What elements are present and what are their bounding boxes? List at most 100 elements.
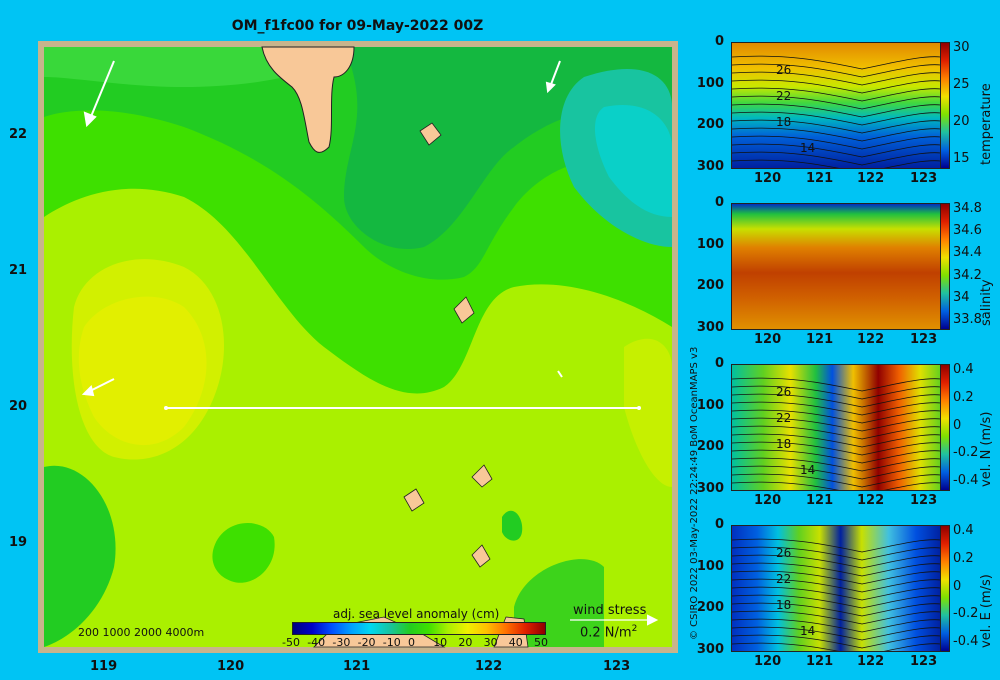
colorbar-title: adj. sea level anomaly (cm): [333, 607, 500, 621]
panel-y-tick: 100: [696, 558, 724, 574]
panel-y-tick: 100: [696, 236, 724, 252]
contour-label: 26: [776, 385, 792, 399]
contour-line: [732, 409, 941, 424]
colorbar-tick-label: 30: [483, 636, 498, 649]
panel-y-tick: 300: [696, 320, 724, 335]
depth-legend: 200 1000 2000 4000m: [78, 626, 205, 639]
panel-y-tick: 300: [696, 159, 724, 174]
contour-line: [732, 401, 941, 416]
panel-x-tick: 122: [857, 654, 885, 669]
contour-label: 26: [776, 63, 792, 77]
contour-line: [732, 95, 941, 110]
colorbar-tick-label: 10: [433, 636, 448, 649]
wind-stress-label: wind stress: [573, 603, 647, 618]
lat-tick-label: 22: [9, 127, 28, 142]
panel-cb-tick: 33.8: [953, 312, 982, 327]
colorbar-tick-label: -40: [307, 636, 326, 649]
map-fields: [44, 46, 672, 648]
panel-cb-tick: -0.2: [953, 445, 979, 461]
contour-line: [732, 79, 941, 94]
panel-y-tick: 200: [696, 278, 724, 294]
contour-lines: [732, 377, 941, 490]
colorbar-tick-label: 0: [408, 636, 415, 649]
lon-tick-label: 119: [90, 659, 118, 674]
contour-line: [732, 385, 941, 400]
panel-cb-tick: 20: [953, 114, 970, 129]
contour-line: [732, 393, 941, 408]
contour-line: [732, 618, 941, 633]
contour-label: 14: [800, 463, 816, 477]
contour-label: 18: [776, 598, 792, 612]
panel-y-tick: 100: [696, 75, 724, 91]
section-plot-temperature: 26 22 18 14: [731, 42, 942, 169]
contour-line: [732, 594, 941, 609]
lon-tick-label: 120: [217, 659, 245, 674]
contour-line: [732, 481, 941, 490]
colorbar-ticks: -50 -40 -30 -20 -10 0 10 20 30 40 50: [282, 636, 550, 650]
panel-label-temperature: temperature: [979, 83, 994, 165]
colorbar: [292, 622, 546, 635]
panel-cb-tick: 34.8: [953, 201, 982, 216]
panel-x-tick: 123: [910, 171, 938, 186]
map-svg: [38, 41, 678, 653]
panel-y-tick: 100: [696, 397, 724, 413]
contour-lines: [732, 55, 941, 168]
contour-line: [732, 602, 941, 617]
panel-x-tick: 122: [857, 171, 885, 186]
colorbar-tick-label: -50: [282, 636, 300, 649]
panel-x-tick: 121: [806, 493, 834, 508]
contour-line: [732, 457, 941, 472]
panel-cb-tick: 0: [953, 578, 962, 594]
lon-tick-label: 121: [343, 659, 371, 674]
colorbar-tick-label: -20: [357, 636, 376, 649]
contour-line: [732, 111, 941, 126]
panel-cb-tick: 34.2: [953, 267, 982, 283]
contour-label: 26: [776, 546, 792, 560]
panel-x-tick: 123: [910, 654, 938, 669]
panel-cb-tick: 0.4: [953, 523, 974, 538]
panel-cb-tick: 15: [953, 151, 970, 166]
contour-label: 22: [776, 411, 792, 425]
contour-line: [732, 626, 941, 641]
contour-line: [732, 151, 941, 166]
colorbar-tick-label: 40: [508, 636, 523, 649]
contour-line: [732, 143, 941, 158]
contour-line: [732, 562, 941, 577]
panel-cb-tick: 25: [953, 77, 970, 92]
panel-x-tick: 122: [857, 493, 885, 508]
panel-y-tick: 300: [696, 481, 724, 496]
panel-y-tick: 0: [714, 34, 724, 49]
colorbar-tick-label: 50: [534, 636, 548, 649]
colorbar-tick-label: -30: [332, 636, 351, 649]
contour-label: 18: [776, 437, 792, 451]
panel-y-tick: 200: [696, 117, 724, 133]
panel-y-tick: 0: [714, 195, 724, 210]
section-plot-salinity: [731, 203, 942, 330]
contour-line: [732, 634, 941, 649]
contour-label: 22: [776, 89, 792, 103]
section-plot-vel_e: 26 22 18 14: [731, 525, 942, 652]
contour-line: [732, 610, 941, 625]
panel-colorbar-salinity: [940, 203, 950, 330]
panel-x-tick: 123: [910, 332, 938, 347]
contour-line: [732, 425, 941, 440]
chart-title: OM_f1fc00 for 09-May-2022 00Z: [231, 18, 484, 34]
contour-line: [732, 417, 941, 432]
contour-line: [732, 554, 941, 569]
panel-x-tick: 121: [806, 171, 834, 186]
contour-line: [732, 71, 941, 86]
contour-line: [732, 578, 941, 593]
contour-line: [732, 127, 941, 142]
contour-line: [732, 63, 941, 78]
panel-cb-tick: 34.6: [953, 223, 982, 239]
panel-cb-tick: -0.4: [953, 634, 979, 649]
contour-line: [732, 570, 941, 585]
panel-cb-tick: 0.2: [953, 550, 974, 566]
contour-lines: [732, 538, 941, 651]
colorbar-tick-label: 20: [458, 636, 473, 649]
contour-line: [732, 135, 941, 150]
panel-x-tick: 123: [910, 493, 938, 508]
panel-x-tick: 120: [754, 493, 782, 508]
contour-line: [732, 449, 941, 464]
contour-line: [732, 586, 941, 601]
